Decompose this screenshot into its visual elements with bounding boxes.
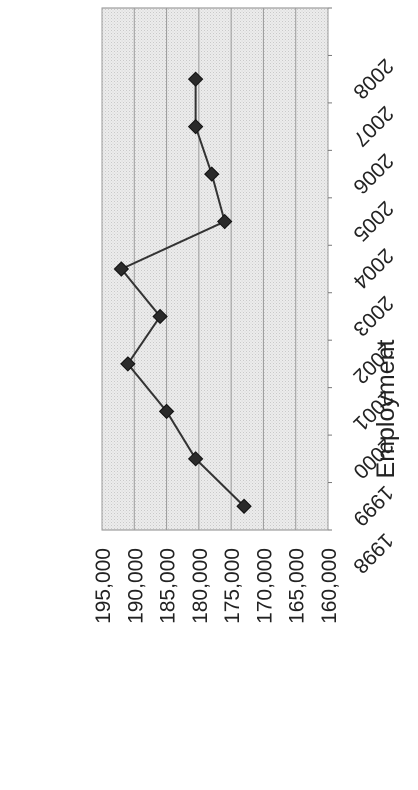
value-axis-tick-labels: 160,000 165,000 170,000 175,000 180,000 185,0…: [92, 548, 341, 624]
value-tick-label: 160,000: [318, 548, 341, 624]
data-point-marker: [152, 308, 168, 325]
category-tick-label: 2006: [348, 149, 397, 198]
category-tick-label: 2005: [348, 196, 397, 245]
data-point-marker: [187, 71, 204, 87]
category-tick-label: 1999: [348, 481, 397, 530]
data-point-marker: [113, 261, 130, 277]
value-tick-label: 195,000: [92, 548, 115, 624]
series-line: [119, 79, 245, 507]
category-axis-tick-labels: 1998199920002001200220032004200520062007…: [348, 54, 398, 578]
category-tick-marks: [328, 7, 332, 531]
data-point-marker: [120, 356, 136, 372]
value-tick-label: 175,000: [221, 548, 244, 624]
data-point-marker: [236, 498, 252, 514]
data-point-marker: [187, 118, 204, 135]
data-point-marker: [216, 213, 233, 230]
series-employment: [113, 71, 252, 514]
value-tick-label: 185,000: [157, 548, 180, 624]
data-point-marker: [187, 451, 204, 467]
chart-title: Employment: [372, 339, 400, 478]
plot-area: [101, 7, 329, 531]
gridlines: [101, 8, 329, 530]
category-tick-label: 2004: [348, 244, 398, 294]
value-tick-label: 170,000: [253, 548, 276, 624]
data-point-marker: [204, 166, 220, 182]
value-tick-label: 165,000: [286, 548, 309, 624]
category-tick-label: 2007: [348, 101, 397, 150]
value-tick-label: 180,000: [189, 548, 212, 624]
value-tick-label: 190,000: [124, 548, 147, 624]
data-point-marker: [158, 403, 175, 420]
category-tick-label: 2003: [348, 291, 397, 340]
category-tick-label: 1998: [348, 528, 397, 577]
category-tick-label: 2008: [348, 54, 397, 103]
